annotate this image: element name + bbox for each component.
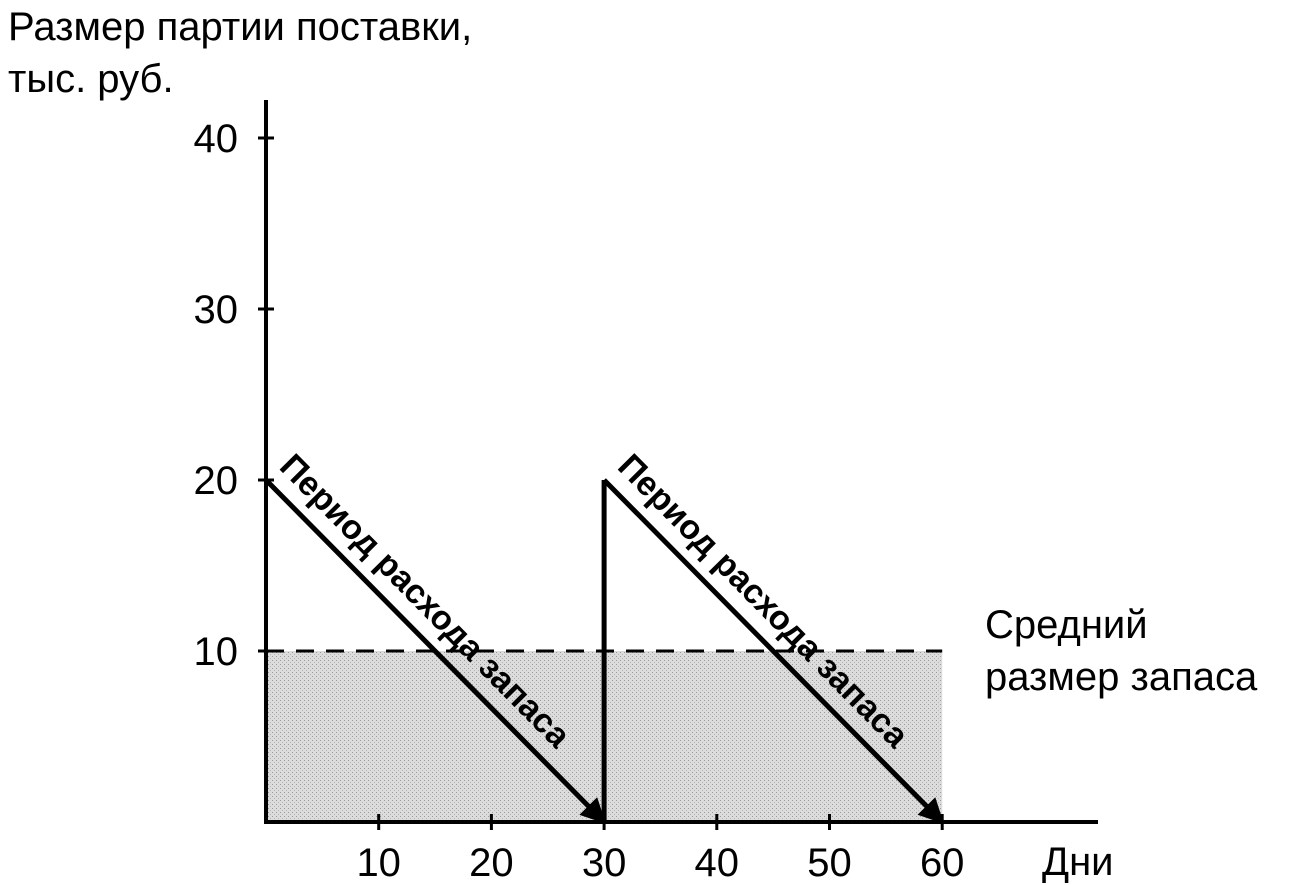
series-segment-0 bbox=[264, 478, 606, 824]
axis-ticks: 10 20 30 40 50 60 10 20 30 40 bbox=[194, 117, 965, 885]
series-segment-2 bbox=[602, 478, 944, 824]
x-tick-label-40: 40 bbox=[695, 841, 740, 885]
x-tick-label-50: 50 bbox=[807, 841, 852, 885]
x-tick-label-60: 60 bbox=[920, 841, 965, 885]
y-tick-label-30: 30 bbox=[194, 288, 239, 332]
x-axis-title: Дни bbox=[1042, 840, 1114, 884]
average-label-line2: размер запаса bbox=[985, 655, 1258, 699]
average-label-line1: Средний bbox=[985, 603, 1148, 647]
y-axis-title-line1: Размер партии поставки, bbox=[8, 5, 472, 49]
series-inventory bbox=[264, 478, 944, 824]
x-tick-label-20: 20 bbox=[469, 841, 514, 885]
x-tick-label-10: 10 bbox=[356, 841, 401, 885]
y-axis-title-line2: тыс. руб. bbox=[8, 57, 174, 101]
y-tick-label-20: 20 bbox=[194, 459, 239, 503]
y-tick-label-40: 40 bbox=[194, 117, 239, 161]
y-tick-label-10: 10 bbox=[194, 630, 239, 674]
x-tick-label-30: 30 bbox=[582, 841, 627, 885]
